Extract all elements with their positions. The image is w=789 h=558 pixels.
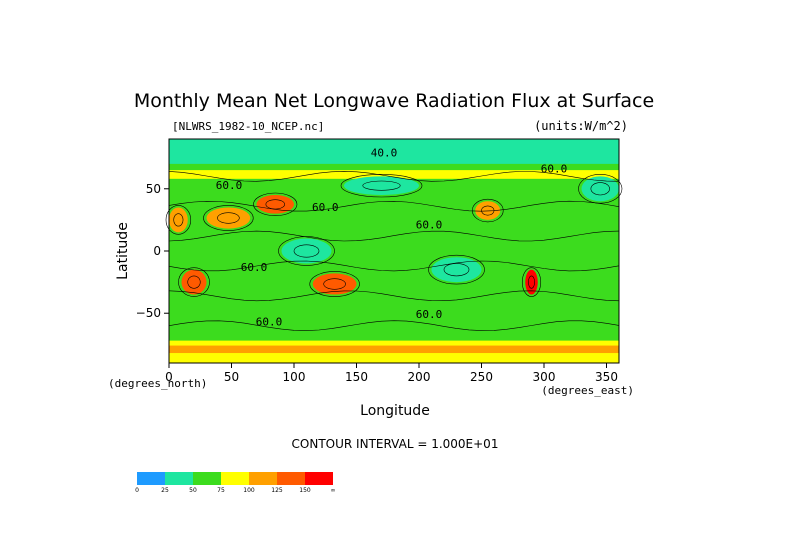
contour-line bbox=[521, 267, 542, 297]
colorbar-label: ∞ bbox=[331, 487, 336, 494]
y-tick-label: 50 bbox=[146, 182, 161, 196]
x-tick-label: 150 bbox=[345, 370, 368, 384]
contour-line bbox=[217, 212, 240, 224]
colorbar: 0 25 50 75 100 125 150 ∞ bbox=[135, 472, 336, 494]
contour-line bbox=[173, 213, 184, 227]
plot-area: 40.0 60.0 60.0 60.0 60.0 60.0 60.0 60.0 bbox=[165, 138, 623, 364]
field-region-14 bbox=[344, 176, 419, 196]
contour-line bbox=[293, 244, 320, 258]
contour-line bbox=[168, 230, 620, 242]
contour-label: 60.0 bbox=[541, 163, 568, 176]
colorbar-swatch bbox=[165, 472, 193, 485]
field-region-8 bbox=[312, 273, 357, 295]
field-region-15 bbox=[581, 176, 619, 202]
colorbar-label: 150 bbox=[299, 487, 311, 494]
contour-line bbox=[528, 275, 535, 289]
y-units-label: (degrees_north) bbox=[108, 377, 207, 390]
field-region-9 bbox=[475, 201, 501, 220]
colorbar-swatch bbox=[193, 472, 221, 485]
contour-label: 60.0 bbox=[241, 261, 268, 274]
colorbar-label: 125 bbox=[271, 487, 283, 494]
field-region-10 bbox=[525, 269, 538, 295]
contour-label: 60.0 bbox=[416, 219, 443, 232]
units-label: (units:W/m^2) bbox=[534, 119, 628, 133]
colorbar-swatch bbox=[249, 472, 277, 485]
contour-line bbox=[187, 275, 201, 289]
contour-line bbox=[362, 180, 401, 191]
field-region-5 bbox=[206, 207, 251, 229]
x-tick-label: 50 bbox=[224, 370, 239, 384]
colorbar-swatch bbox=[305, 472, 333, 485]
contour-line bbox=[428, 254, 485, 285]
colorbar-label: 100 bbox=[243, 487, 255, 494]
contour-line bbox=[340, 174, 423, 198]
colorbar-swatch bbox=[137, 472, 165, 485]
contour-line bbox=[278, 236, 335, 266]
colorbar-swatch bbox=[221, 472, 249, 485]
x-axis-title: Longitude bbox=[360, 403, 430, 419]
contour-label: 60.0 bbox=[416, 308, 443, 321]
field-region-11 bbox=[169, 170, 619, 179]
contour-line bbox=[253, 192, 298, 216]
y-axis-ticks: 50 0 −50 bbox=[136, 182, 169, 320]
contour-interval-label: CONTOUR INTERVAL = 1.000E+01 bbox=[292, 437, 499, 451]
field-region-13 bbox=[431, 257, 482, 283]
x-tick-label: 100 bbox=[283, 370, 306, 384]
contour-line bbox=[590, 182, 610, 196]
colorbar-swatch bbox=[277, 472, 305, 485]
contour-line bbox=[578, 174, 623, 204]
x-tick-label: 200 bbox=[408, 370, 431, 384]
contour-line bbox=[178, 267, 210, 297]
x-units-label: (degrees_east) bbox=[541, 384, 634, 397]
contour-line bbox=[309, 271, 360, 297]
contour-line bbox=[443, 263, 470, 277]
colorbar-label: 50 bbox=[189, 487, 197, 494]
field-region-3 bbox=[169, 345, 619, 354]
x-tick-label: 250 bbox=[470, 370, 493, 384]
x-tick-label: 350 bbox=[595, 370, 618, 384]
contour-label: 60.0 bbox=[216, 179, 243, 192]
contour-line bbox=[168, 320, 620, 331]
y-tick-label: 0 bbox=[153, 244, 161, 258]
field-region-12 bbox=[281, 238, 332, 264]
field-region-1 bbox=[169, 139, 619, 164]
y-axis-title: Latitude bbox=[115, 222, 131, 280]
file-name-label: [NLWRS_1982-10_NCEP.nc] bbox=[172, 120, 324, 133]
colorbar-label: 25 bbox=[161, 487, 169, 494]
contour-line bbox=[165, 205, 192, 235]
colorbar-label: 0 bbox=[135, 487, 139, 494]
contour-line bbox=[203, 205, 254, 231]
x-axis-ticks: 0 50 100 150 200 250 300 350 bbox=[165, 363, 618, 384]
contour-line bbox=[168, 200, 620, 212]
field-region-6 bbox=[256, 195, 294, 214]
contour-line bbox=[168, 171, 620, 182]
contour-line bbox=[471, 198, 504, 223]
contour-label: 60.0 bbox=[312, 201, 339, 214]
chart-title: Monthly Mean Net Longwave Radiation Flux… bbox=[134, 90, 654, 112]
x-tick-label: 0 bbox=[165, 370, 173, 384]
contour-line bbox=[168, 290, 620, 302]
field-region-4 bbox=[169, 207, 188, 233]
x-tick-label: 300 bbox=[533, 370, 556, 384]
contour-label: 60.0 bbox=[256, 316, 283, 329]
contour-line bbox=[323, 278, 346, 290]
contour-label: 40.0 bbox=[371, 146, 398, 159]
contour-line bbox=[265, 199, 285, 210]
colorbar-label: 75 bbox=[217, 487, 225, 494]
contour-line bbox=[168, 260, 620, 272]
field-region-7 bbox=[181, 269, 207, 295]
y-tick-label: −50 bbox=[136, 306, 161, 320]
